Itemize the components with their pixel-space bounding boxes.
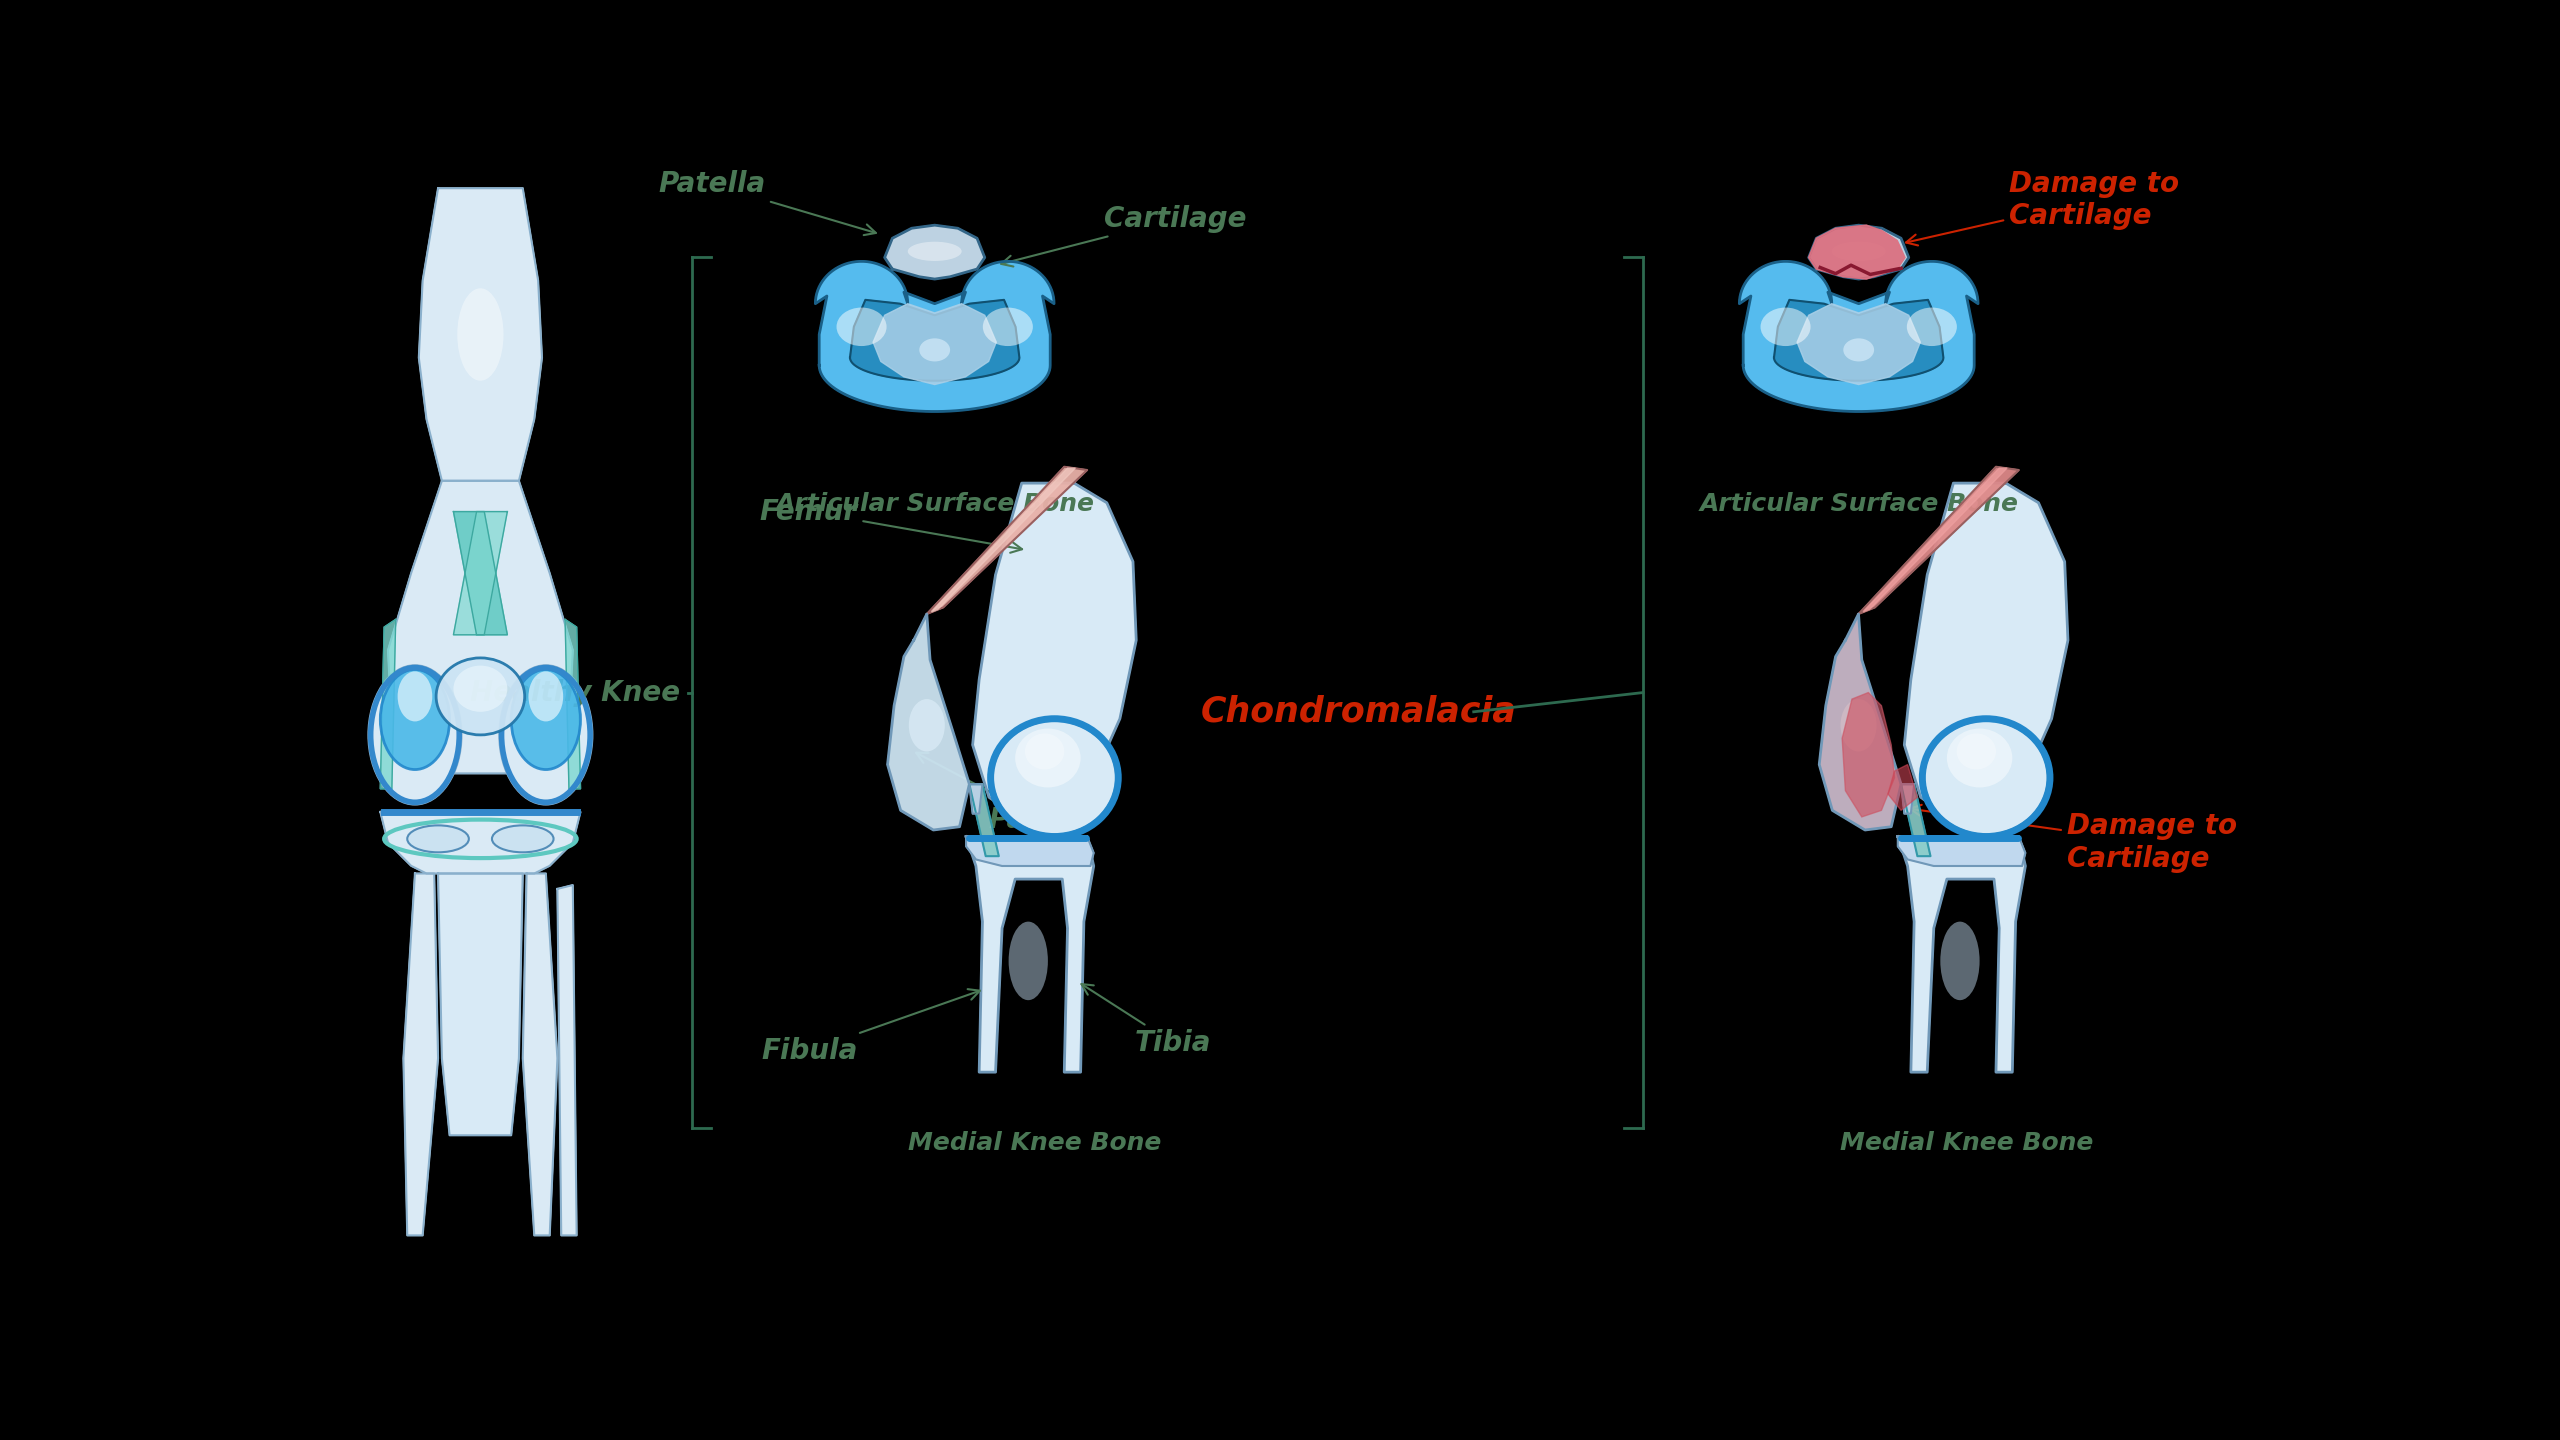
- Polygon shape: [1897, 837, 2025, 1073]
- Text: Chondromalacia: Chondromalacia: [1201, 694, 1516, 729]
- Polygon shape: [1810, 225, 1905, 279]
- Polygon shape: [973, 482, 1137, 821]
- Ellipse shape: [909, 698, 945, 752]
- Polygon shape: [1905, 482, 2068, 821]
- Polygon shape: [1810, 225, 1910, 279]
- Ellipse shape: [381, 670, 451, 769]
- Polygon shape: [814, 262, 1055, 412]
- Ellipse shape: [1946, 729, 2012, 788]
- Polygon shape: [558, 886, 576, 1236]
- Text: Cartilage: Cartilage: [1001, 204, 1247, 266]
- Ellipse shape: [1761, 308, 1810, 346]
- Text: Patella: Patella: [658, 170, 876, 235]
- Polygon shape: [1738, 262, 1979, 412]
- Polygon shape: [932, 468, 1075, 612]
- Text: Tibia: Tibia: [1080, 984, 1211, 1057]
- Text: Articular Surface Bone: Articular Surface Bone: [1700, 492, 2017, 516]
- Polygon shape: [381, 812, 581, 874]
- Text: Damage to
Cartilage: Damage to Cartilage: [1907, 170, 2179, 245]
- Polygon shape: [1859, 467, 2020, 613]
- Ellipse shape: [1024, 733, 1065, 769]
- Ellipse shape: [1940, 922, 1979, 1001]
- Ellipse shape: [919, 338, 950, 361]
- Ellipse shape: [1925, 720, 2048, 835]
- Polygon shape: [381, 619, 397, 789]
- Ellipse shape: [909, 242, 963, 261]
- Ellipse shape: [837, 308, 886, 346]
- Polygon shape: [420, 189, 543, 481]
- Polygon shape: [1810, 225, 1905, 279]
- Polygon shape: [970, 785, 998, 857]
- Ellipse shape: [1841, 698, 1876, 752]
- Text: Femur: Femur: [760, 498, 1021, 553]
- Polygon shape: [1820, 613, 1902, 829]
- Text: Patella: Patella: [916, 753, 1096, 834]
- Polygon shape: [927, 467, 1088, 613]
- Polygon shape: [522, 874, 558, 1236]
- Polygon shape: [438, 874, 522, 1135]
- Polygon shape: [1864, 468, 2007, 612]
- Text: Healthy Knee: Healthy Knee: [471, 678, 681, 707]
- Polygon shape: [873, 304, 996, 384]
- Ellipse shape: [983, 308, 1032, 346]
- Ellipse shape: [435, 658, 525, 734]
- Polygon shape: [1897, 837, 2025, 865]
- Ellipse shape: [453, 665, 507, 711]
- Ellipse shape: [369, 665, 461, 804]
- Ellipse shape: [993, 720, 1116, 835]
- Ellipse shape: [499, 665, 591, 804]
- Ellipse shape: [527, 671, 563, 721]
- Text: Medial Knee Bone: Medial Knee Bone: [909, 1130, 1162, 1155]
- Polygon shape: [566, 619, 581, 789]
- Polygon shape: [1843, 693, 1894, 816]
- Ellipse shape: [512, 670, 581, 769]
- Polygon shape: [453, 511, 507, 635]
- Ellipse shape: [1016, 729, 1080, 788]
- Polygon shape: [886, 225, 986, 279]
- Polygon shape: [965, 837, 1093, 1073]
- Polygon shape: [888, 613, 970, 829]
- Text: Damage to
Cartilage: Damage to Cartilage: [1910, 805, 2237, 873]
- Polygon shape: [1797, 304, 1920, 384]
- Ellipse shape: [1956, 733, 1997, 769]
- Polygon shape: [453, 511, 507, 635]
- Ellipse shape: [407, 825, 468, 852]
- Polygon shape: [1902, 785, 1915, 814]
- Ellipse shape: [397, 671, 433, 721]
- Ellipse shape: [458, 288, 504, 380]
- Text: Articular Surface Bone: Articular Surface Bone: [776, 492, 1093, 516]
- Polygon shape: [970, 785, 983, 814]
- Polygon shape: [1774, 300, 1943, 380]
- Ellipse shape: [492, 825, 553, 852]
- Ellipse shape: [1843, 338, 1874, 361]
- Text: Fibula: Fibula: [760, 989, 980, 1064]
- Polygon shape: [1902, 785, 1930, 857]
- Polygon shape: [389, 481, 573, 773]
- Polygon shape: [1887, 765, 1917, 811]
- Ellipse shape: [1009, 922, 1047, 1001]
- Ellipse shape: [1907, 308, 1956, 346]
- Polygon shape: [965, 837, 1093, 865]
- Text: Medial Knee Bone: Medial Knee Bone: [1841, 1130, 2094, 1155]
- Ellipse shape: [1833, 242, 1887, 261]
- Polygon shape: [850, 300, 1019, 380]
- Polygon shape: [404, 874, 438, 1236]
